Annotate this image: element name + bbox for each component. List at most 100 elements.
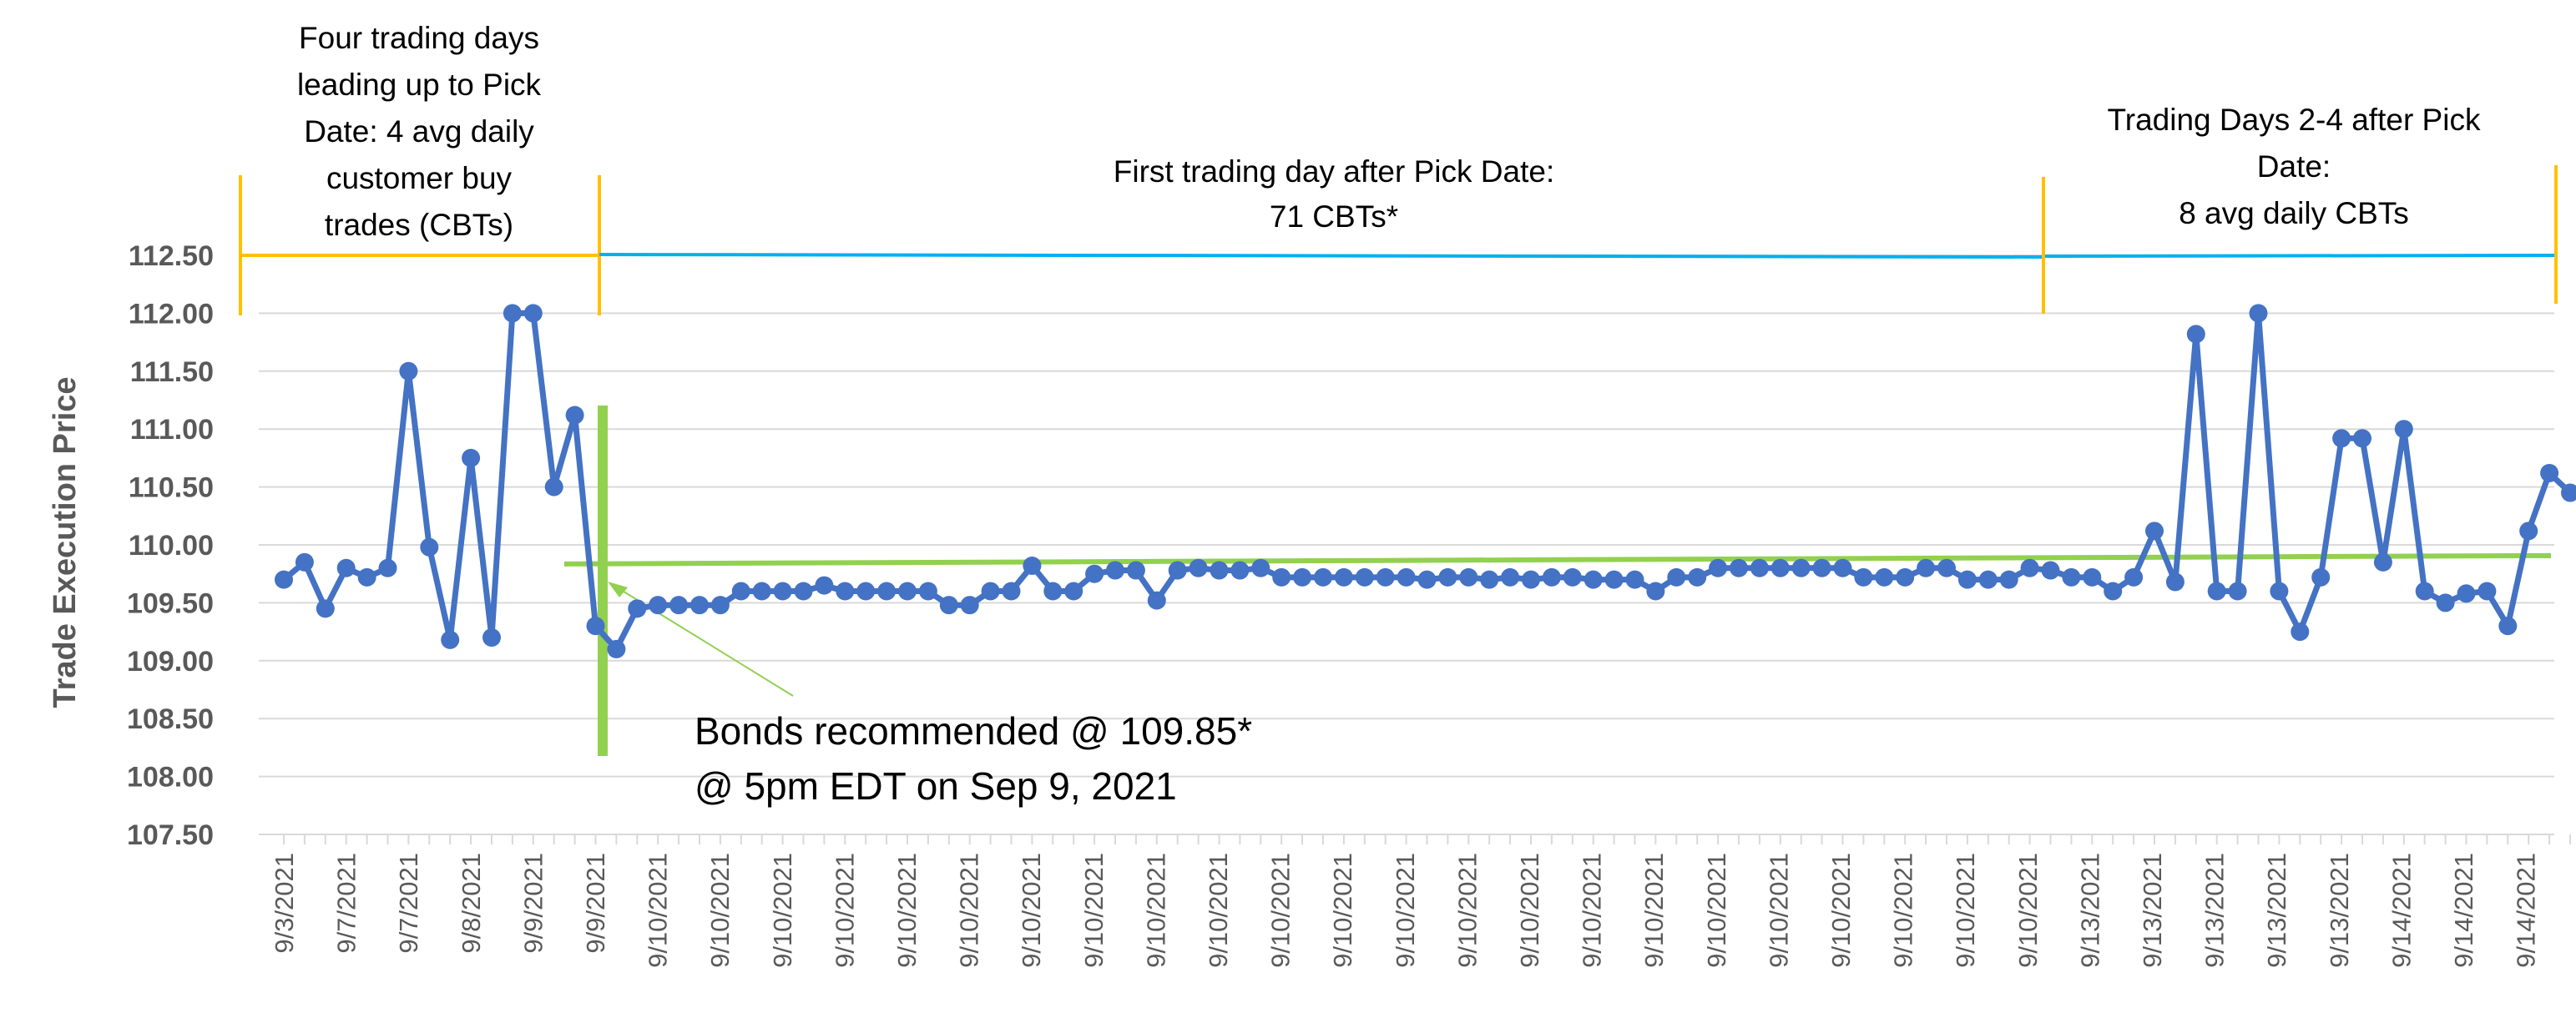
x-tick-label: 9/10/2021 [1266, 853, 1296, 968]
price-point [1147, 591, 1166, 610]
price-point [1750, 558, 1769, 577]
x-tick-label: 9/10/2021 [1515, 853, 1544, 968]
price-point [503, 304, 522, 323]
price-point [1604, 570, 1624, 589]
price-point [1896, 567, 1915, 587]
x-tick-label: 9/10/2021 [2013, 853, 2043, 968]
price-point [2291, 622, 2310, 642]
y-tick-label: 111.50 [130, 356, 214, 388]
x-tick-label: 9/3/2021 [270, 853, 299, 954]
y-tick-label: 108.50 [127, 703, 214, 735]
x-tick-label: 9/10/2021 [1391, 853, 1420, 968]
price-point [960, 596, 979, 615]
price-point [669, 596, 689, 615]
first-day-bracket [599, 253, 2046, 259]
price-point [1957, 570, 1977, 589]
x-tick-label: 9/10/2021 [1204, 853, 1233, 968]
price-point [1812, 558, 1831, 577]
price-point [357, 567, 376, 587]
price-point [1542, 567, 1561, 587]
price-point [1023, 556, 1042, 575]
price-point [898, 582, 917, 601]
y-tick-label: 112.00 [129, 298, 214, 330]
x-tick-label: 9/10/2021 [1141, 853, 1170, 968]
y-tick-label: 107.50 [127, 819, 214, 851]
price-point [815, 576, 834, 595]
first-day-label: First trading day after Pick Date: [1114, 154, 1554, 189]
price-line [281, 310, 2573, 653]
price-point [1833, 558, 1852, 577]
x-tick-label: 9/10/2021 [1328, 853, 1357, 968]
x-tick-label: 9/13/2021 [2325, 853, 2354, 968]
x-tick-label: 9/10/2021 [1079, 853, 1109, 968]
x-tick-label: 9/7/2021 [332, 853, 361, 954]
x-tick-label: 9/10/2021 [705, 853, 735, 968]
price-point [1583, 570, 1603, 589]
price-point [1106, 561, 1124, 580]
price-point [939, 596, 958, 615]
y-tick-label: 110.00 [129, 530, 214, 562]
price-point [1770, 558, 1790, 577]
price-point [981, 582, 1000, 601]
x-axis-ticks: 9/3/2021 9/7/2021 9/7/2021 9/8/2021 9/9/2021… [259, 834, 2571, 968]
price-point [1314, 567, 1332, 587]
price-point [523, 304, 543, 323]
price-point [836, 582, 855, 601]
y-tick-label: 109.50 [127, 587, 214, 619]
price-point [2186, 325, 2205, 344]
y-tick-label: 110.50 [129, 472, 214, 504]
price-point [2415, 582, 2434, 601]
price-point [1854, 567, 1873, 587]
price-point [1064, 582, 1083, 601]
x-tick-label: 9/10/2021 [1826, 853, 1856, 968]
price-point [1397, 567, 1416, 587]
price-point [1522, 570, 1540, 589]
first-day-label: 71 CBTs* [1270, 199, 1398, 234]
pre-period-label: customer buy [326, 161, 513, 195]
post-period-label: Date: [2257, 149, 2331, 184]
x-tick-label: 9/7/2021 [394, 853, 423, 954]
price-point [586, 617, 605, 636]
price-point [2478, 582, 2497, 601]
x-tick-label: 9/10/2021 [1578, 853, 1607, 968]
callout-arrowhead [608, 582, 628, 597]
price-point [731, 582, 750, 601]
price-point [1293, 567, 1312, 587]
price-point [2498, 617, 2518, 636]
x-tick-label: 9/13/2021 [2138, 853, 2167, 968]
price-point [1688, 567, 1707, 587]
price-point [2020, 558, 2039, 577]
y-tick-label: 109.00 [127, 646, 214, 678]
price-point [1999, 570, 2018, 589]
price-point [1002, 582, 1021, 601]
x-tick-label: 9/10/2021 [1639, 853, 1669, 968]
price-point [2145, 522, 2164, 541]
x-tick-label: 9/13/2021 [2262, 853, 2291, 968]
x-tick-label: 9/10/2021 [892, 853, 922, 968]
price-point [2270, 582, 2289, 601]
price-point [1355, 567, 1374, 587]
price-point [1563, 567, 1582, 587]
price-point [462, 448, 481, 467]
price-point [1646, 582, 1665, 601]
x-tick-label: 9/10/2021 [1951, 853, 1980, 968]
price-point [565, 406, 584, 425]
price-point [1126, 561, 1145, 580]
x-tick-label: 9/10/2021 [830, 853, 859, 968]
price-point [1937, 558, 1956, 577]
price-point [794, 582, 813, 601]
x-tick-label: 9/14/2021 [2449, 853, 2478, 968]
price-point [1085, 564, 1104, 583]
price-point [295, 552, 314, 572]
x-tick-label: 9/9/2021 [581, 853, 610, 954]
price-point [2104, 582, 2123, 601]
price-point [877, 582, 897, 601]
price-point [2041, 561, 2060, 580]
x-tick-label: 9/13/2021 [2075, 853, 2104, 968]
price-point [378, 558, 397, 577]
price-point [2062, 567, 2081, 587]
price-point [2353, 429, 2371, 448]
price-point [1791, 558, 1811, 577]
recommendation-callout: Bonds recommended @ 109.85* [695, 709, 1252, 753]
price-point [856, 582, 876, 601]
